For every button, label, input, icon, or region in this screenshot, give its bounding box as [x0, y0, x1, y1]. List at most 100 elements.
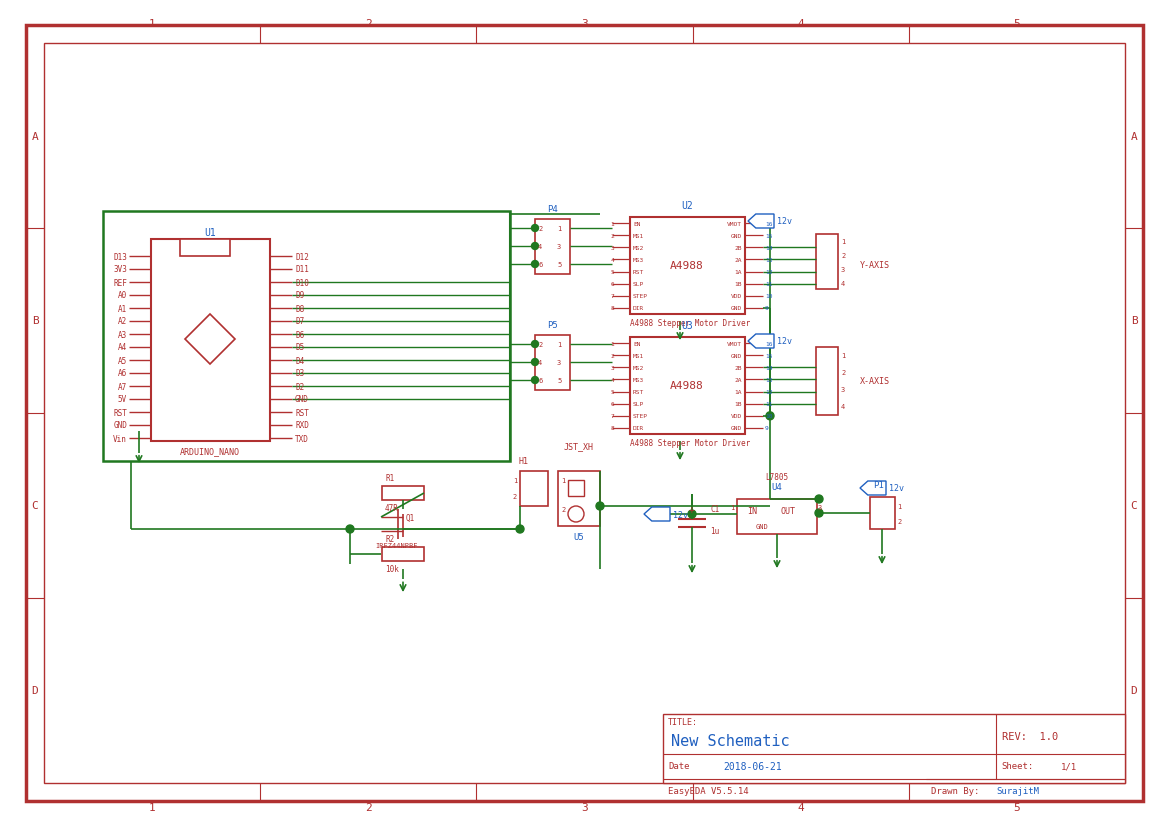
Text: 5: 5 — [1014, 802, 1021, 812]
Text: 2B: 2B — [734, 366, 742, 370]
Circle shape — [766, 413, 774, 420]
Text: 2A: 2A — [734, 258, 742, 263]
Bar — [103, 212, 510, 461]
Circle shape — [532, 377, 539, 384]
Text: A: A — [32, 131, 39, 141]
Polygon shape — [748, 215, 774, 229]
Text: MS1: MS1 — [632, 233, 644, 238]
Text: IN: IN — [747, 507, 758, 516]
Polygon shape — [185, 314, 235, 365]
Text: A: A — [1130, 131, 1137, 141]
Bar — [180, 240, 230, 256]
Text: 12v: 12v — [673, 510, 689, 519]
Text: 11: 11 — [765, 282, 773, 287]
Text: SurajitM: SurajitM — [996, 786, 1039, 796]
Circle shape — [596, 502, 604, 510]
Text: D10: D10 — [295, 278, 309, 287]
Text: 2: 2 — [538, 226, 542, 232]
Text: OUT: OUT — [780, 507, 795, 516]
Bar — [816, 347, 838, 415]
Text: VDD: VDD — [731, 294, 742, 299]
Text: 4: 4 — [610, 377, 614, 382]
Text: GND: GND — [295, 395, 309, 404]
Text: 12v: 12v — [888, 484, 904, 493]
Text: GND: GND — [731, 306, 742, 311]
Text: RST: RST — [632, 390, 644, 394]
Text: 2018-06-21: 2018-06-21 — [722, 761, 782, 771]
Text: 1B: 1B — [734, 282, 742, 287]
Text: R1: R1 — [385, 474, 394, 483]
Circle shape — [815, 509, 823, 518]
Text: 5: 5 — [610, 270, 614, 275]
Text: Drawn By:: Drawn By: — [932, 786, 980, 796]
Bar — [736, 500, 817, 534]
Text: 2: 2 — [538, 342, 542, 347]
Circle shape — [815, 495, 823, 504]
Text: 4: 4 — [610, 258, 614, 263]
Text: 2B: 2B — [734, 246, 742, 251]
Text: 8: 8 — [610, 426, 614, 431]
Text: 12v: 12v — [777, 218, 793, 227]
Text: 2: 2 — [561, 506, 566, 513]
Text: MS2: MS2 — [632, 246, 644, 251]
Bar — [382, 547, 424, 562]
Text: 15: 15 — [765, 233, 773, 238]
Text: 5V: 5V — [118, 395, 127, 404]
Text: JST_XH: JST_XH — [563, 442, 594, 451]
Text: 1: 1 — [610, 222, 614, 227]
Text: A6: A6 — [118, 369, 127, 378]
Text: D9: D9 — [295, 291, 304, 300]
Text: GND: GND — [113, 421, 127, 430]
Text: Date: Date — [667, 762, 690, 771]
Text: A0: A0 — [118, 291, 127, 300]
Text: A1: A1 — [118, 304, 127, 313]
Text: B: B — [32, 316, 39, 326]
Text: 12v: 12v — [777, 337, 793, 346]
Bar — [816, 235, 838, 289]
Text: 4: 4 — [841, 280, 845, 287]
Text: VMOT: VMOT — [727, 342, 742, 347]
Text: 5: 5 — [1014, 19, 1021, 29]
Text: A4: A4 — [118, 343, 127, 352]
Text: +: + — [689, 504, 694, 514]
Text: 2: 2 — [365, 19, 372, 29]
Text: 2: 2 — [365, 802, 372, 812]
Text: RST: RST — [632, 270, 644, 275]
Circle shape — [516, 525, 524, 533]
Text: C: C — [32, 501, 39, 511]
Circle shape — [532, 225, 539, 232]
Text: MS2: MS2 — [632, 366, 644, 370]
Text: STEP: STEP — [632, 294, 648, 299]
Text: Sheet:: Sheet: — [1002, 762, 1033, 771]
Text: EN: EN — [632, 222, 641, 227]
Text: U1: U1 — [205, 227, 216, 237]
Text: U4: U4 — [772, 483, 782, 492]
Text: 1: 1 — [841, 239, 845, 245]
Text: 10k: 10k — [385, 565, 399, 574]
Text: VDD: VDD — [731, 414, 742, 418]
Text: DIR: DIR — [632, 426, 644, 431]
Text: 9: 9 — [765, 426, 769, 431]
Bar — [558, 471, 600, 526]
Bar — [663, 715, 1125, 783]
Polygon shape — [644, 508, 670, 521]
Text: 12: 12 — [765, 270, 773, 275]
Text: D11: D11 — [295, 265, 309, 275]
Text: A4988 Stepper Motor Driver: A4988 Stepper Motor Driver — [630, 318, 750, 327]
Text: 15: 15 — [765, 353, 773, 358]
Text: C1: C1 — [710, 505, 719, 514]
Text: 2: 2 — [841, 253, 845, 259]
Text: R2: R2 — [385, 535, 394, 544]
Text: 1/1: 1/1 — [1060, 762, 1077, 771]
Text: 2: 2 — [610, 233, 614, 238]
Text: D6: D6 — [295, 330, 304, 339]
Text: A4988 Stepper Motor Driver: A4988 Stepper Motor Driver — [630, 438, 750, 447]
Text: D: D — [32, 686, 39, 696]
Text: 2: 2 — [610, 353, 614, 358]
Text: REV:  1.0: REV: 1.0 — [1002, 731, 1058, 741]
Text: B: B — [1130, 316, 1137, 326]
Text: 4: 4 — [841, 404, 845, 409]
Circle shape — [689, 510, 696, 519]
Text: 1: 1 — [729, 504, 734, 510]
Text: P4: P4 — [547, 204, 558, 213]
